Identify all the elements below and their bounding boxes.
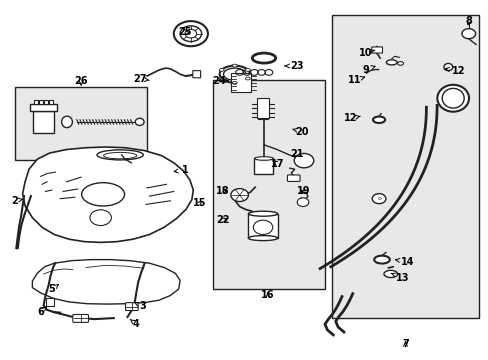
Ellipse shape <box>232 64 237 67</box>
Bar <box>331 15 478 318</box>
Circle shape <box>294 153 313 168</box>
Polygon shape <box>32 260 180 304</box>
Text: 24: 24 <box>212 76 228 86</box>
FancyBboxPatch shape <box>287 175 300 181</box>
Text: 12: 12 <box>344 113 360 123</box>
Text: o: o <box>376 196 380 201</box>
Ellipse shape <box>383 270 397 278</box>
Polygon shape <box>22 147 193 242</box>
Text: 1: 1 <box>174 165 188 175</box>
Circle shape <box>297 198 308 207</box>
Circle shape <box>461 29 475 39</box>
FancyBboxPatch shape <box>73 315 88 322</box>
Bar <box>231 73 250 92</box>
Bar <box>45 298 54 306</box>
Text: 19: 19 <box>297 186 310 197</box>
Text: 20: 20 <box>292 127 308 136</box>
Circle shape <box>230 189 248 202</box>
Ellipse shape <box>443 63 452 71</box>
Text: 14: 14 <box>395 257 414 267</box>
Bar <box>257 98 268 118</box>
Ellipse shape <box>373 256 389 264</box>
Bar <box>248 214 277 238</box>
FancyBboxPatch shape <box>371 47 382 53</box>
Text: 22: 22 <box>215 215 229 225</box>
Circle shape <box>371 194 385 204</box>
Text: 27: 27 <box>133 74 149 84</box>
Ellipse shape <box>248 211 277 216</box>
Text: 13: 13 <box>390 273 409 283</box>
Bar <box>254 158 272 174</box>
Bar <box>15 87 147 160</box>
Ellipse shape <box>219 66 249 83</box>
Text: 10: 10 <box>358 48 374 58</box>
Text: 6: 6 <box>37 306 47 317</box>
Ellipse shape <box>135 118 144 126</box>
Text: 2: 2 <box>11 196 23 206</box>
Ellipse shape <box>248 235 277 240</box>
Text: 4: 4 <box>130 319 140 329</box>
Ellipse shape <box>372 117 385 123</box>
Ellipse shape <box>61 116 72 128</box>
Text: 11: 11 <box>347 75 364 85</box>
Ellipse shape <box>245 68 250 71</box>
Text: 17: 17 <box>270 159 284 169</box>
Bar <box>34 100 38 104</box>
Ellipse shape <box>386 60 396 65</box>
Circle shape <box>173 21 207 46</box>
Ellipse shape <box>219 77 224 80</box>
Bar <box>33 111 54 133</box>
FancyBboxPatch shape <box>192 71 200 78</box>
Ellipse shape <box>254 157 273 160</box>
Bar <box>39 100 43 104</box>
Ellipse shape <box>397 62 403 65</box>
Text: 7: 7 <box>401 339 408 349</box>
FancyBboxPatch shape <box>125 303 138 311</box>
Text: 26: 26 <box>74 76 88 86</box>
Text: 21: 21 <box>290 149 303 159</box>
Text: 25: 25 <box>178 27 191 37</box>
Ellipse shape <box>232 81 237 84</box>
Text: 12: 12 <box>445 66 465 76</box>
Ellipse shape <box>245 77 250 80</box>
Text: 18: 18 <box>215 186 229 197</box>
Bar <box>44 100 48 104</box>
Text: 8: 8 <box>465 17 471 27</box>
Text: 15: 15 <box>192 198 206 208</box>
Text: 5: 5 <box>48 284 58 294</box>
Bar <box>30 104 57 111</box>
Bar <box>49 100 53 104</box>
Text: 23: 23 <box>284 61 303 71</box>
Text: 16: 16 <box>261 291 274 301</box>
Ellipse shape <box>436 85 468 112</box>
Bar <box>212 80 325 289</box>
Ellipse shape <box>219 68 224 71</box>
Text: 9: 9 <box>361 64 374 75</box>
Text: 3: 3 <box>134 301 146 311</box>
